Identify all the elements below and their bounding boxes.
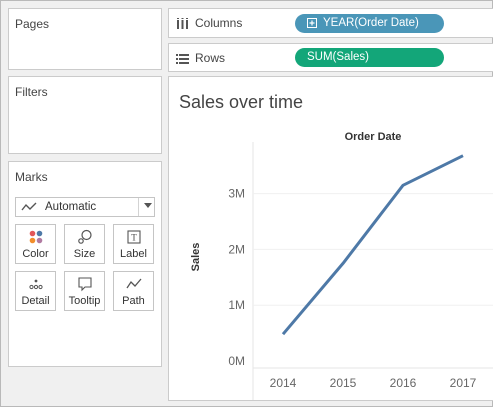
detail-tile[interactable]: Detail bbox=[15, 271, 56, 311]
marks-card-title: Marks bbox=[15, 170, 48, 184]
pages-card[interactable]: Pages bbox=[8, 8, 162, 70]
columns-shelf-label: Columns bbox=[195, 16, 243, 30]
y-tick-label: 2M bbox=[228, 242, 245, 256]
x-tick-label: 2017 bbox=[450, 376, 477, 390]
tooltip-icon bbox=[65, 276, 104, 292]
column-header-order-date: Order Date bbox=[345, 131, 402, 143]
line-chart: Order Date Sales 0M 1M 2M 3M 2014 2015 2016 20… bbox=[190, 131, 493, 400]
rows-pill-label: SUM(Sales) bbox=[307, 51, 369, 63]
svg-text:T: T bbox=[131, 233, 137, 243]
x-tick-label: 2014 bbox=[270, 376, 297, 390]
y-tick-label: 3M bbox=[228, 187, 245, 201]
filters-card-title: Filters bbox=[15, 85, 48, 99]
color-tile-label: Color bbox=[22, 248, 49, 260]
sheet-view: Sales over time Order Date Sales 0M 1M 2M 3… bbox=[168, 76, 493, 401]
sheet-title: Sales over time bbox=[179, 92, 304, 112]
columns-pill-label: YEAR(Order Date) bbox=[323, 17, 419, 29]
label-tile[interactable]: T Label bbox=[113, 224, 154, 264]
line-chart-icon bbox=[21, 201, 37, 216]
mark-type-label: Automatic bbox=[45, 201, 97, 213]
dropdown-separator bbox=[138, 198, 139, 216]
path-icon bbox=[114, 276, 153, 292]
size-tile-label: Size bbox=[73, 248, 96, 260]
pages-card-title: Pages bbox=[15, 17, 50, 31]
path-tile[interactable]: Path bbox=[113, 271, 154, 311]
filters-card[interactable]: Filters bbox=[8, 76, 162, 154]
x-tick-label: 2016 bbox=[390, 376, 417, 390]
tooltip-tile-label: Tooltip bbox=[68, 295, 101, 307]
mark-type-dropdown[interactable]: Automatic bbox=[15, 197, 155, 217]
detail-icon bbox=[16, 276, 55, 292]
x-tick-label: 2015 bbox=[330, 376, 357, 390]
rows-shelf[interactable]: Rows SUM(Sales) bbox=[168, 43, 493, 72]
expand-plus-icon[interactable] bbox=[307, 18, 317, 31]
rows-shelf-label: Rows bbox=[195, 51, 226, 65]
color-dots-icon bbox=[16, 229, 55, 245]
sales-series-line[interactable] bbox=[281, 154, 464, 336]
y-tick-label: 0M bbox=[228, 354, 245, 368]
detail-tile-label: Detail bbox=[21, 295, 50, 307]
columns-icon bbox=[176, 17, 189, 35]
sum-sales-pill[interactable]: SUM(Sales) bbox=[295, 48, 444, 67]
y-tick-label: 1M bbox=[228, 298, 245, 312]
size-icon bbox=[65, 229, 104, 245]
color-tile[interactable]: Color bbox=[15, 224, 56, 264]
rows-icon bbox=[176, 52, 189, 70]
size-tile[interactable]: Size bbox=[64, 224, 105, 264]
label-tile-label: Label bbox=[120, 248, 147, 260]
tooltip-tile[interactable]: Tooltip bbox=[64, 271, 105, 311]
marks-card: Marks Automatic Color bbox=[8, 161, 162, 367]
y-axis-title: Sales bbox=[190, 243, 202, 272]
path-tile-label: Path bbox=[122, 295, 145, 307]
columns-shelf[interactable]: Columns YEAR(Order Date) bbox=[168, 8, 493, 38]
label-icon: T bbox=[114, 229, 153, 245]
chevron-down-icon[interactable] bbox=[144, 203, 152, 208]
year-order-date-pill[interactable]: YEAR(Order Date) bbox=[295, 14, 444, 33]
